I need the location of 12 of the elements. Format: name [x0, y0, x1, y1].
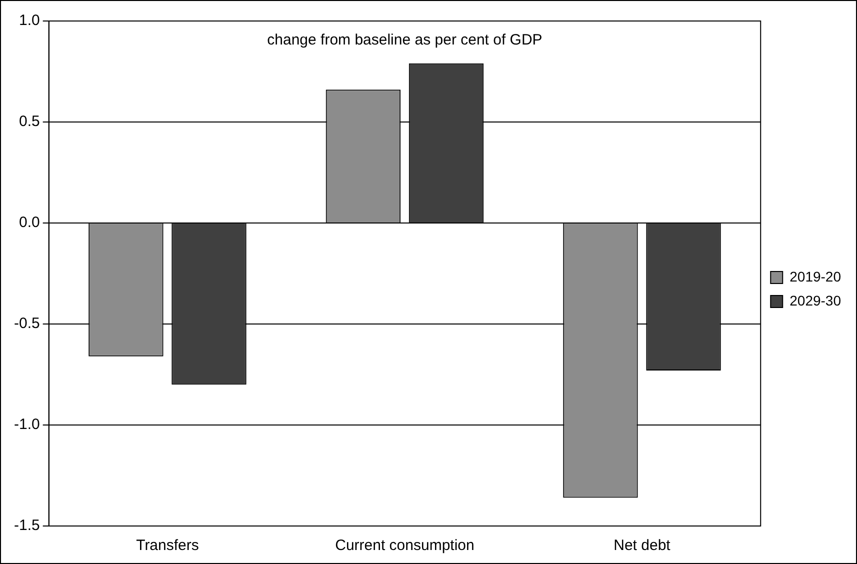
legend-label: 2029-30	[790, 292, 842, 308]
y-tick-label: 1.0	[18, 12, 40, 30]
legend-label: 2019-20	[790, 268, 842, 284]
y-tick-label: -1.0	[14, 416, 40, 434]
y-tick-label: 0.5	[18, 113, 40, 130]
x-tick-label: Current consumption	[335, 537, 474, 554]
y-tick-label: 0.0	[18, 214, 40, 232]
x-tick-label: Net debt	[614, 537, 672, 554]
y-tick-label: -1.5	[14, 517, 40, 534]
x-tick-label: Transfers	[136, 537, 199, 554]
y-tick-label: -0.5	[14, 315, 40, 332]
annotation: change from baseline as per cent of GDP	[267, 32, 542, 49]
